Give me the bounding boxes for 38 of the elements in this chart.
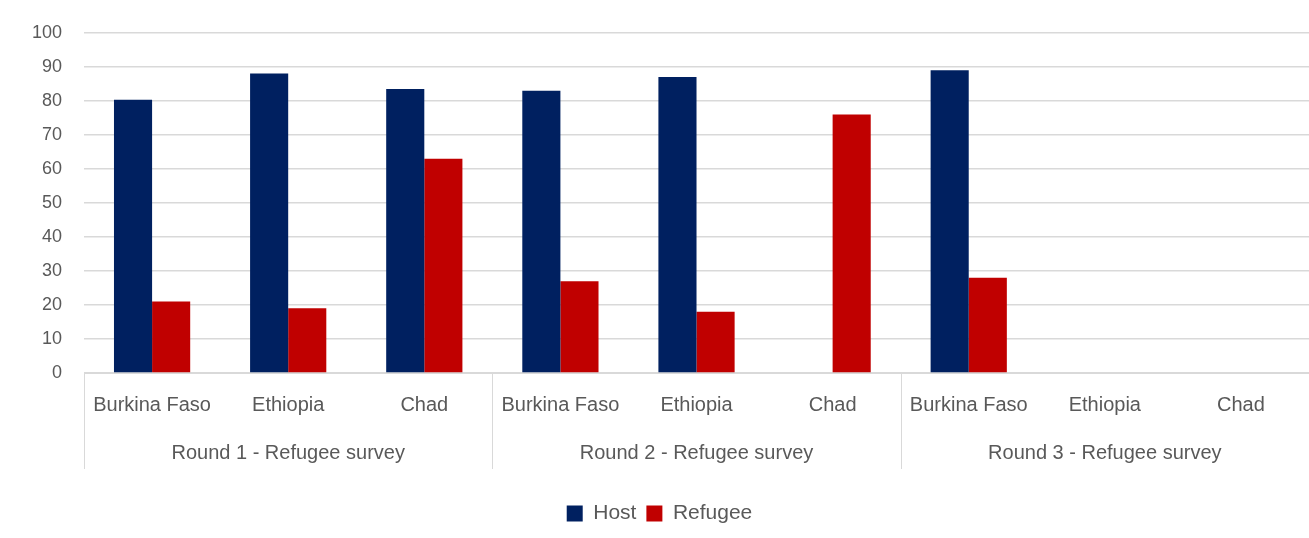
y-tick-label: 90 bbox=[42, 55, 63, 76]
y-tick-label: 0 bbox=[52, 361, 63, 382]
bar bbox=[696, 311, 735, 373]
x-tick-label: Ethiopia bbox=[1068, 392, 1142, 415]
bar bbox=[386, 88, 425, 373]
bar bbox=[560, 281, 599, 373]
y-tick-label: 20 bbox=[42, 293, 63, 314]
x-tick-label: Chad bbox=[808, 392, 857, 415]
x-tick-label: Chad bbox=[1217, 392, 1265, 415]
y-tick-label: 60 bbox=[42, 157, 63, 178]
text: Round 3 - Refugee survey bbox=[988, 440, 1222, 463]
y-tick-label: 30 bbox=[42, 259, 63, 280]
legend-label: Host bbox=[593, 500, 637, 524]
bar bbox=[522, 90, 561, 373]
x-tick-label: Burkina Faso bbox=[501, 392, 620, 415]
x-tick-label: Burkina Faso bbox=[93, 392, 212, 415]
bar bbox=[113, 99, 153, 373]
bar bbox=[152, 301, 191, 373]
x-tick-label: Burkina Faso bbox=[909, 392, 1028, 415]
x-tick-label: Ethiopia bbox=[660, 392, 734, 415]
text: Round 1 - Refugee survey bbox=[171, 440, 405, 463]
bar bbox=[250, 73, 289, 373]
bar bbox=[424, 158, 463, 373]
y-tick-label: 70 bbox=[42, 123, 63, 144]
y-tick-label: 50 bbox=[42, 191, 63, 212]
bar bbox=[832, 114, 871, 373]
bar bbox=[968, 277, 1007, 373]
legend-label: Refugee bbox=[672, 500, 753, 524]
y-tick-label: 10 bbox=[42, 327, 63, 348]
y-tick-label: 80 bbox=[42, 89, 63, 110]
text: Round 2 - Refugee survey bbox=[579, 440, 814, 463]
bar bbox=[930, 70, 969, 373]
y-tick-label: 40 bbox=[42, 225, 63, 246]
y-tick-label: 100 bbox=[31, 21, 63, 42]
x-tick-label: Ethiopia bbox=[252, 392, 326, 415]
x-tick-label: Chad bbox=[400, 392, 449, 415]
bar bbox=[288, 308, 327, 373]
bar bbox=[658, 77, 697, 373]
